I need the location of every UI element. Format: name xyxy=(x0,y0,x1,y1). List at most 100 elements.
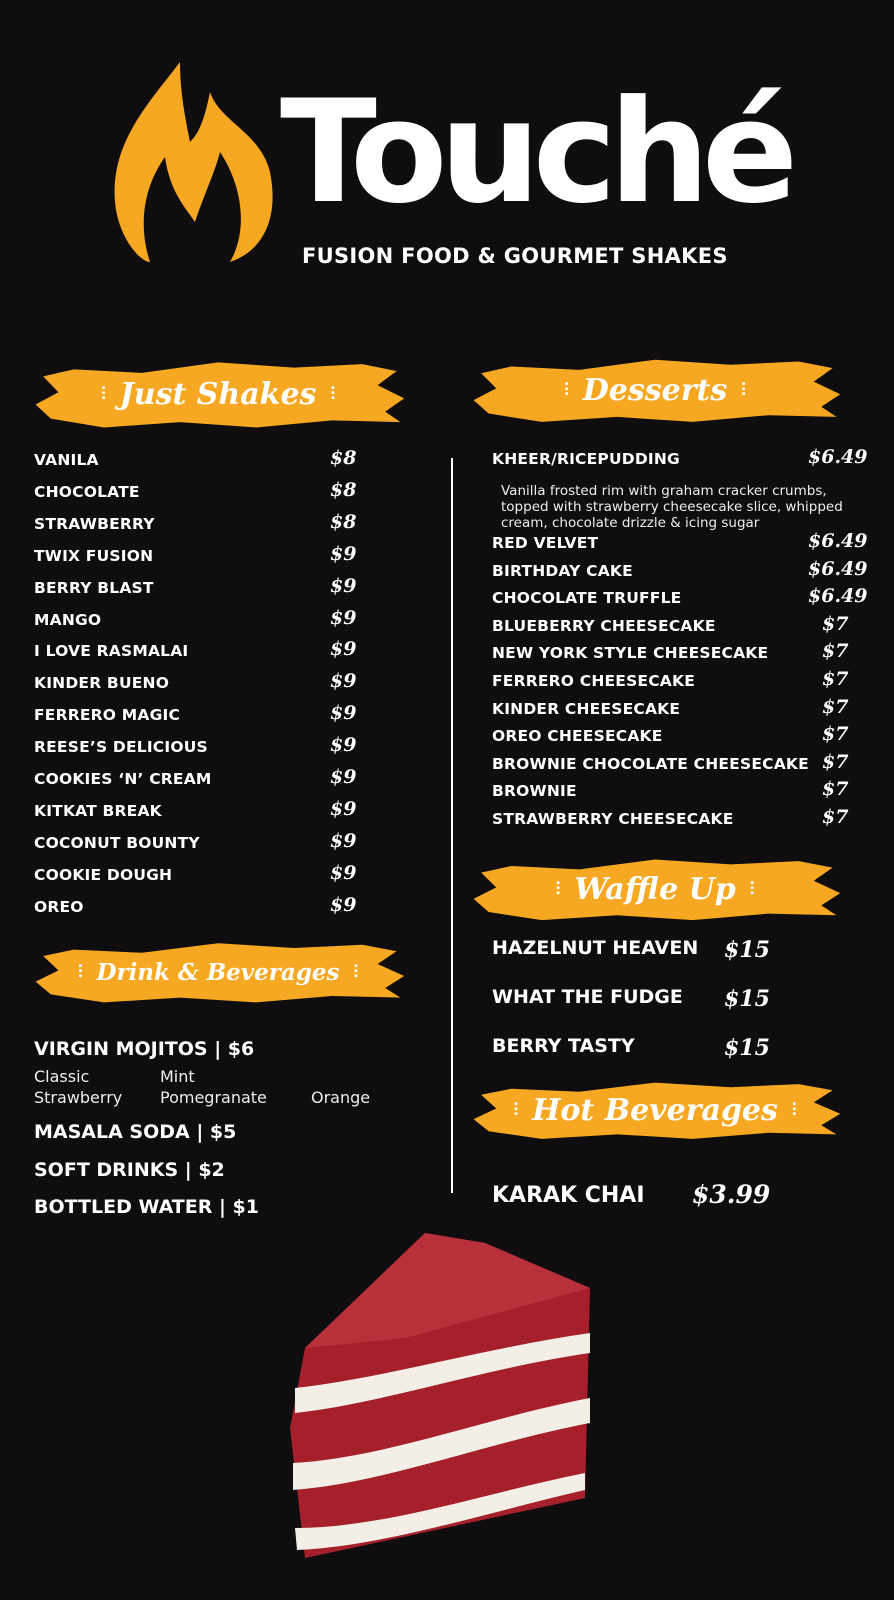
decoration-icon: ⫶ xyxy=(101,383,106,405)
shake-item-price: $9 xyxy=(330,734,357,757)
shake-item-price: $9 xyxy=(330,702,357,725)
dessert-item-name: CHOCOLATE TRUFFLE xyxy=(492,589,682,608)
waffle-item-name: BERRY TASTY xyxy=(492,1035,635,1057)
shake-item-name: TWIX FUSION xyxy=(34,546,154,565)
shake-item-name: CHOCOLATE xyxy=(34,482,140,501)
dessert-item-name: BROWNIE xyxy=(492,782,577,801)
decoration-icon: ⫶ xyxy=(513,1099,519,1121)
shake-item-price: $8 xyxy=(330,478,357,501)
drink-item: MASALA SODA | $5 xyxy=(34,1121,237,1143)
shake-item-name: OREO xyxy=(34,897,84,916)
shake-item-price: $9 xyxy=(330,670,357,693)
drinks-banner-title: ⫶ Drink & Beverages ⫶ xyxy=(28,932,408,1012)
hot-item-price: $3.99 xyxy=(692,1180,771,1209)
dessert-item-name: FERRERO CHEESECAKE xyxy=(492,672,695,690)
waffles-banner: ⫶ Waffle Up ⫶ xyxy=(466,848,844,930)
waffles-title: Waffle Up xyxy=(574,871,736,907)
shake-item-price: $9 xyxy=(330,893,357,916)
dessert-item-price: $6.49 xyxy=(808,585,868,608)
shake-item-name: I LOVE RASMALAI xyxy=(34,642,189,661)
decoration-icon: ⫶ xyxy=(330,383,335,405)
mojito-flavor: Strawberry xyxy=(34,1088,123,1107)
dessert-item-name: BROWNIE CHOCOLATE CHEESECAKE xyxy=(492,754,809,773)
hot-item-name: KARAK CHAI xyxy=(492,1183,645,1208)
shake-item-name: FERRERO MAGIC xyxy=(34,706,181,725)
shake-item-name: COCONUT BOUNTY xyxy=(34,833,200,852)
brand-tagline: FUSION FOOD & GOURMET SHAKES xyxy=(302,244,728,268)
shake-item-price: $9 xyxy=(330,766,357,788)
decoration-icon: ⫶ xyxy=(791,1099,797,1121)
drink-item: BOTTLED WATER | $1 xyxy=(34,1196,259,1218)
shake-item-name: BERRY BLAST xyxy=(34,578,154,597)
shake-item-name: VANILA xyxy=(34,451,99,469)
shake-item-price: $9 xyxy=(330,829,357,852)
shake-item-price: $9 xyxy=(330,638,357,661)
decoration-icon: ⫶ xyxy=(749,878,755,900)
hot-title: Hot Beverages xyxy=(532,1092,778,1128)
mojito-flavor: Mint xyxy=(160,1067,195,1086)
shakes-banner: ⫶ Just Shakes ⫶ xyxy=(28,350,408,438)
dessert-item-name: RED VELVET xyxy=(492,534,599,552)
shake-item-name: STRAWBERRY xyxy=(34,514,155,533)
mojito-flavor: Orange xyxy=(311,1088,371,1107)
column-divider xyxy=(451,458,453,1193)
red-velvet-cake-image xyxy=(290,1233,590,1558)
shake-item-price: $9 xyxy=(330,797,357,820)
shake-item-price: $9 xyxy=(330,542,357,565)
dessert-item-price: $7 xyxy=(822,806,849,828)
shake-item-price: $9 xyxy=(330,606,357,629)
shake-item-name: KINDER BUENO xyxy=(34,674,170,693)
drink-mojitos: VIRGIN MOJITOS | $6 xyxy=(34,1038,255,1060)
decoration-icon: ⫶ xyxy=(78,961,83,983)
waffle-item-price: $15 xyxy=(724,1035,770,1061)
dessert-item-name: BIRTHDAY CAKE xyxy=(492,561,633,580)
desserts-banner: ⫶ Desserts ⫶ xyxy=(466,348,844,432)
decoration-icon: ⫶ xyxy=(555,878,561,900)
shake-item-price: $9 xyxy=(330,861,357,884)
decoration-icon: ⫶ xyxy=(564,379,569,401)
dessert-item-price: $7 xyxy=(822,778,849,801)
dessert-item-price: $6.49 xyxy=(808,446,868,468)
dessert-item-price: $7 xyxy=(822,723,849,746)
dessert-item-name: STRAWBERRY CHEESECAKE xyxy=(492,810,734,828)
hot-banner: ⫶ Hot Beverages ⫶ xyxy=(466,1072,844,1148)
dessert-item-price: $6.49 xyxy=(808,557,868,580)
waffles-banner-title: ⫶ Waffle Up ⫶ xyxy=(466,848,844,930)
shake-item-name: COOKIES ‘N’ CREAM xyxy=(34,770,212,788)
shakes-banner-title: ⫶ Just Shakes ⫶ xyxy=(28,350,408,438)
waffle-item-name: WHAT THE FUDGE xyxy=(492,986,683,1008)
dessert-item-price: $7 xyxy=(822,668,849,690)
dessert-item-price: $6.49 xyxy=(808,530,868,552)
desserts-title: Desserts xyxy=(582,372,728,408)
shake-item-name: MANGO xyxy=(34,610,102,629)
dessert-item-price: $7 xyxy=(822,750,849,773)
shake-item-price: $8 xyxy=(330,447,357,469)
drink-item: SOFT DRINKS | $2 xyxy=(34,1158,225,1181)
dessert-item-price: $7 xyxy=(822,640,849,663)
waffle-item-price: $15 xyxy=(724,937,770,963)
drinks-title: Drink & Beverages xyxy=(96,958,340,986)
shake-item-price: $9 xyxy=(330,574,357,597)
dessert-item-price: $7 xyxy=(822,612,849,635)
dessert-item-name: KHEER/RICEPUDDING xyxy=(492,450,680,468)
mojito-flavor: Classic xyxy=(34,1067,90,1086)
dessert-item-name: BLUEBERRY CHEESECAKE xyxy=(492,616,716,635)
waffle-item-price: $15 xyxy=(724,986,770,1012)
flame-logo-icon xyxy=(114,62,273,262)
mojito-flavor: Pomegranate xyxy=(160,1088,267,1107)
decoration-icon: ⫶ xyxy=(353,961,359,983)
drinks-banner: ⫶ Drink & Beverages ⫶ xyxy=(28,932,408,1012)
brand-name: Touché xyxy=(280,70,798,235)
shake-item-name: KITKAT BREAK xyxy=(34,801,162,820)
dessert-item-name: KINDER CHEESECAKE xyxy=(492,699,681,718)
dessert-item-name: NEW YORK STYLE CHEESECAKE xyxy=(492,644,769,663)
shake-item-name: REESE’S DELICIOUS xyxy=(34,738,208,757)
kheer-description: Vanilla frosted rim with graham cracker … xyxy=(501,483,843,531)
dessert-item-price: $7 xyxy=(822,695,849,718)
shake-item-name: COOKIE DOUGH xyxy=(34,865,173,884)
waffle-item-name: HAZELNUT HEAVEN xyxy=(492,937,699,959)
shake-item-price: $8 xyxy=(330,510,357,533)
dessert-item-name: OREO CHEESECAKE xyxy=(492,727,663,746)
desserts-banner-title: ⫶ Desserts ⫶ xyxy=(466,348,844,432)
shakes-title: Just Shakes xyxy=(119,376,317,412)
